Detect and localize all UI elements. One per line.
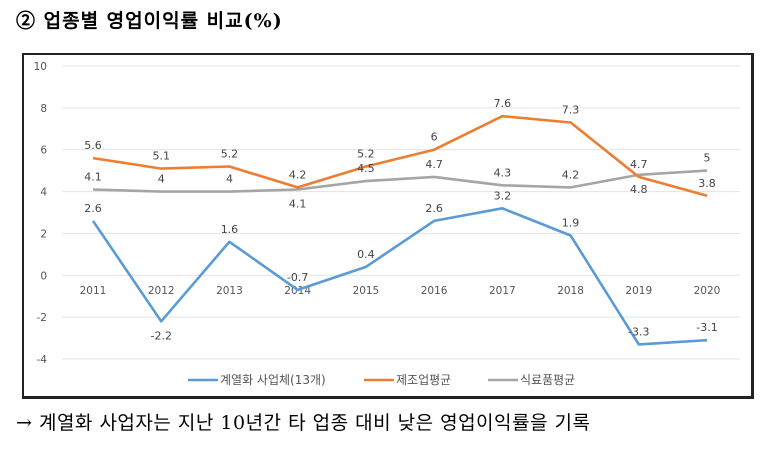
data-label: 4.1 [289,197,307,210]
x-tick-label: 2013 [216,285,243,297]
data-label: 4 [226,173,233,186]
data-label: 1.9 [562,217,580,230]
series-line [92,169,708,193]
data-label: 2.6 [425,202,443,215]
x-tick-label: 2018 [557,285,584,297]
data-label: -3.3 [628,325,649,338]
y-tick-label: 10 [34,61,47,73]
y-tick-label: -2 [37,312,47,324]
x-tick-label: 2011 [80,285,107,297]
y-tick-label: -4 [37,354,48,366]
y-tick-label: 0 [40,270,47,282]
y-axis-ticks: 10 8 6 4 2 0 -2 -4 [34,61,48,366]
x-tick-label: 2019 [625,285,652,297]
data-label: 5.2 [221,147,239,160]
y-tick-label: 2 [40,228,47,240]
y-tick-label: 4 [40,187,47,199]
data-label: 4.1 [84,170,102,183]
data-label: 4.7 [425,158,443,171]
data-label: 4.2 [562,168,580,181]
x-tick-label: 2016 [421,285,448,297]
data-label: 2.6 [84,202,102,215]
data-label: -2.2 [150,329,171,342]
series-line [92,114,708,198]
data-label: 5 [704,152,711,165]
y-tick-label: 6 [40,145,47,157]
data-label: 6 [431,131,438,144]
x-tick-label: 2017 [489,285,516,297]
chart-frame [22,53,754,399]
summary-note: → 계열화 사업자는 지난 10년간 타 업종 대비 낮은 영업이익률을 기록 [16,412,591,434]
data-label: 4.3 [494,166,512,179]
data-label: 5.1 [152,150,170,163]
data-label: 7.6 [494,97,512,110]
series-line [91,207,708,346]
data-label: 3.8 [698,177,716,190]
data-label: 5.2 [357,147,375,160]
legend: 계열화 사업체(13개) 제조업평균 식료품평균 [188,373,575,387]
data-label: 0.4 [357,248,375,261]
data-labels: 2.6 -2.2 1.6 -0.7 0.4 2.6 3.2 1.9 -3.3 -3.1 5.6 5.1… [84,97,717,342]
legend-label: 제조업평균 [396,373,451,387]
data-label: -3.1 [696,321,717,334]
section-heading: ② 업종별 영업이익률 비교(%) [16,10,283,32]
legend-label: 계열화 사업체(13개) [220,373,326,387]
y-tick-label: 8 [40,103,47,115]
data-label: 4.8 [630,183,648,196]
data-label: -0.7 [287,271,308,284]
x-tick-label: 2020 [694,285,721,297]
data-label: 4 [158,173,165,186]
legend-label: 식료품평균 [520,373,575,387]
data-label: 3.2 [494,189,512,202]
x-axis-ticks: 2011 2012 2013 2014 2015 2016 2017 2018 2019 2020 [80,285,721,297]
gridlines [62,65,740,360]
data-label: 4.7 [630,158,648,171]
data-label: 7.3 [562,104,580,117]
data-label: 1.6 [221,223,239,236]
data-label: 5.6 [84,139,102,152]
series-lines [91,114,708,346]
data-label: 4.2 [289,168,307,181]
x-tick-label: 2015 [353,285,380,297]
x-tick-label: 2012 [148,285,175,297]
data-label: 4.5 [357,162,375,175]
